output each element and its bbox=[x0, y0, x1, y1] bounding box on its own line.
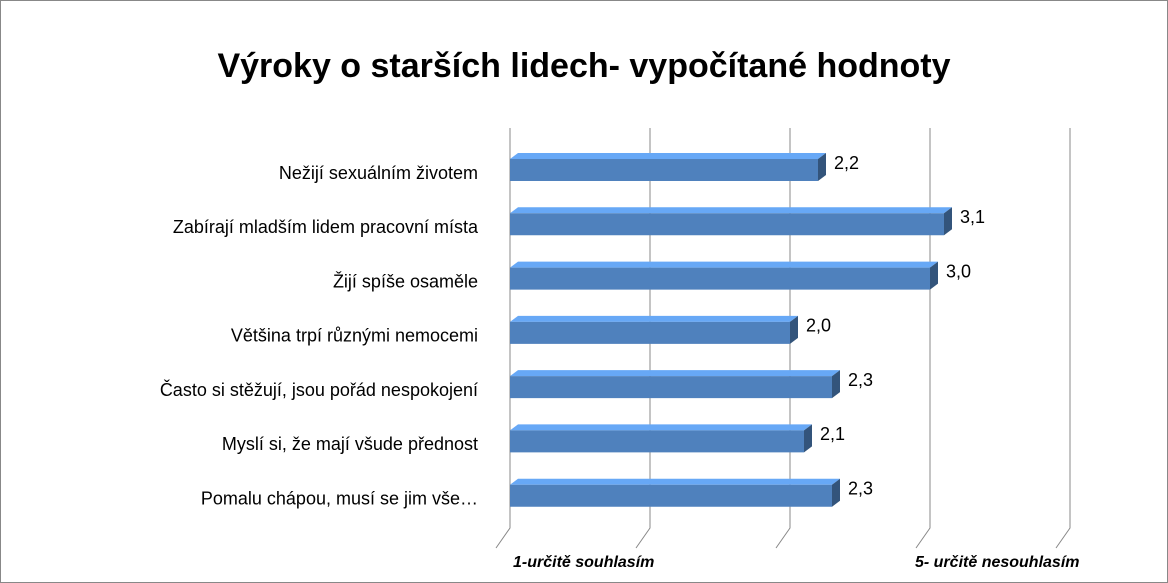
data-label: 2,3 bbox=[848, 370, 873, 390]
bar-face bbox=[510, 153, 826, 159]
bar-face bbox=[510, 478, 840, 485]
bar bbox=[510, 370, 840, 399]
axis-annotation: 1-určitě souhlasím bbox=[513, 554, 654, 571]
bar bbox=[510, 261, 938, 290]
y-tick-label: Žijí spíše osaměle bbox=[333, 271, 478, 291]
axis-annotation: 5- určitě nesouhlasím bbox=[915, 554, 1080, 571]
data-label: 3,1 bbox=[960, 207, 985, 227]
chart-title: Výroky o starších lidech- vypočítané hod… bbox=[217, 47, 950, 85]
grid-line bbox=[495, 128, 511, 549]
bar-face bbox=[510, 370, 840, 377]
bar-face bbox=[510, 213, 944, 236]
bar-face bbox=[930, 261, 938, 290]
grid-line bbox=[1055, 128, 1071, 549]
bar-face bbox=[510, 321, 790, 344]
bar bbox=[510, 478, 840, 507]
data-label: 2,2 bbox=[834, 153, 859, 173]
bar-face bbox=[510, 315, 798, 322]
bar-face bbox=[832, 478, 840, 507]
y-tick-label: Zabírají mladším lidem pracovní místa bbox=[173, 217, 479, 237]
bar-face bbox=[510, 159, 818, 181]
data-label: 3,0 bbox=[946, 261, 971, 281]
bar bbox=[510, 207, 952, 236]
y-tick-label: Myslí si, že mají všude přednost bbox=[222, 434, 478, 454]
bar bbox=[510, 424, 812, 453]
grid-line bbox=[915, 128, 931, 549]
bar-face bbox=[510, 207, 952, 214]
bar-face bbox=[944, 207, 952, 236]
bar-face bbox=[510, 376, 832, 399]
bar-face bbox=[510, 424, 812, 431]
data-label: 2,3 bbox=[848, 478, 873, 498]
data-label: 2,0 bbox=[806, 316, 831, 336]
bar bbox=[510, 153, 826, 181]
bar-face bbox=[510, 430, 804, 453]
bar-face bbox=[510, 267, 930, 290]
y-tick-label: Často si stěžují, jsou pořád nespokojení bbox=[160, 379, 478, 400]
y-tick-label: Nežijí sexuálním životem bbox=[279, 163, 478, 183]
grid-line bbox=[635, 128, 651, 549]
bar-face bbox=[818, 153, 826, 181]
data-label: 2,1 bbox=[820, 424, 845, 444]
y-tick-label: Většina trpí různými nemocemi bbox=[231, 326, 478, 346]
bar-face bbox=[510, 261, 938, 268]
bar-face bbox=[832, 370, 840, 399]
bar-face bbox=[510, 484, 832, 507]
grid-line bbox=[775, 128, 791, 549]
y-tick-label: Pomalu chápou, musí se jim vše… bbox=[201, 488, 478, 508]
bar bbox=[510, 315, 798, 344]
bar-face bbox=[804, 424, 812, 453]
bar-face bbox=[790, 315, 798, 344]
